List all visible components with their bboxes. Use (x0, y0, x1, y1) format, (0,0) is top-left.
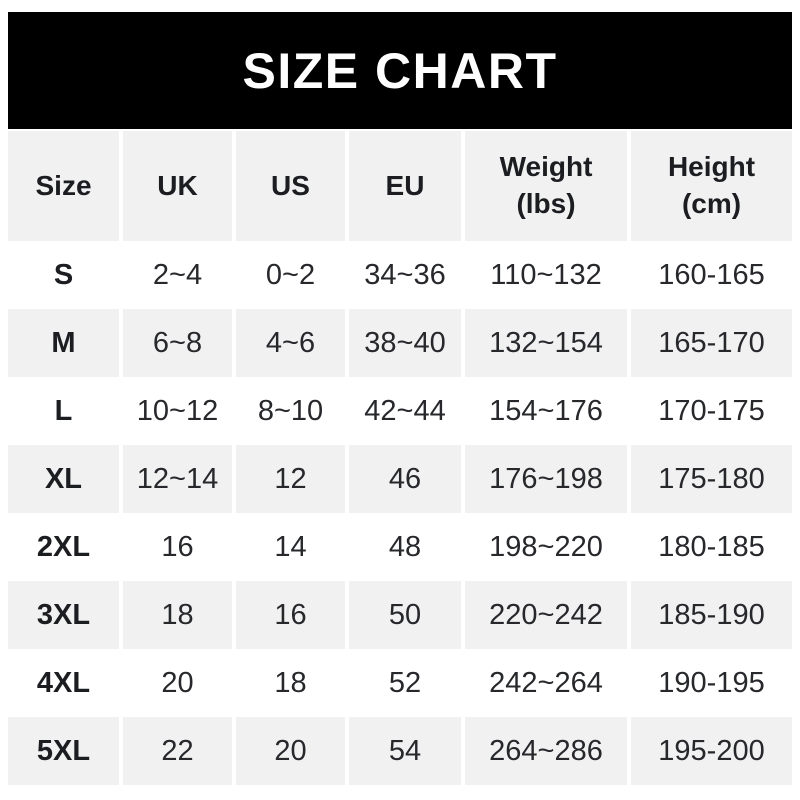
weight-cell: 198~220 (465, 513, 627, 581)
table-row-3xl: 3XL 18 16 50 220~242 185-190 (8, 581, 792, 649)
table-row-l: L 10~12 8~10 42~44 154~176 170-175 (8, 377, 792, 445)
eu-cell: 48 (349, 513, 461, 581)
column-header-label: Size (35, 169, 92, 201)
eu-cell: 38~40 (349, 309, 461, 377)
size-table: Size UK US EU Weight (lbs) Height (cm) S… (8, 131, 792, 785)
eu-cell: 50 (349, 581, 461, 649)
eu-cell: 52 (349, 649, 461, 717)
weight-cell: 242~264 (465, 649, 627, 717)
size-cell: XL (8, 445, 119, 513)
uk-cell: 16 (123, 513, 232, 581)
column-header-eu: EU (349, 131, 461, 241)
weight-cell: 132~154 (465, 309, 627, 377)
table-row-5xl: 5XL 22 20 54 264~286 195-200 (8, 717, 792, 785)
height-cell: 160-165 (631, 241, 792, 309)
page-title: SIZE CHART (242, 42, 558, 99)
size-cell: S (8, 241, 119, 309)
eu-cell: 42~44 (349, 377, 461, 445)
uk-cell: 20 (123, 649, 232, 717)
uk-cell: 18 (123, 581, 232, 649)
column-header-label: Height (667, 151, 756, 183)
uk-cell: 12~14 (123, 445, 232, 513)
column-header-label: US (271, 169, 310, 201)
uk-cell: 22 (123, 717, 232, 785)
column-header-size: Size (8, 131, 119, 241)
table-row-m: M 6~8 4~6 38~40 132~154 165-170 (8, 309, 792, 377)
table-header-row: Size UK US EU Weight (lbs) Height (cm) (8, 131, 792, 241)
column-header-sub-label: (cm) (681, 188, 742, 219)
column-header-height: Height (cm) (631, 131, 792, 241)
height-cell: 170-175 (631, 377, 792, 445)
column-header-label: UK (157, 169, 198, 201)
size-cell: 2XL (8, 513, 119, 581)
weight-cell: 220~242 (465, 581, 627, 649)
height-cell: 195-200 (631, 717, 792, 785)
us-cell: 8~10 (236, 377, 345, 445)
us-cell: 16 (236, 581, 345, 649)
size-cell: 3XL (8, 581, 119, 649)
eu-cell: 46 (349, 445, 461, 513)
size-cell: L (8, 377, 119, 445)
eu-cell: 54 (349, 717, 461, 785)
us-cell: 18 (236, 649, 345, 717)
size-cell: 4XL (8, 649, 119, 717)
us-cell: 12 (236, 445, 345, 513)
column-header-us: US (236, 131, 345, 241)
table-row-xl: XL 12~14 12 46 176~198 175-180 (8, 445, 792, 513)
size-chart-banner: SIZE CHART (8, 12, 792, 129)
uk-cell: 2~4 (123, 241, 232, 309)
height-cell: 180-185 (631, 513, 792, 581)
size-chart-page: SIZE CHART Size UK US EU Weight (lbs) He… (0, 12, 800, 800)
us-cell: 4~6 (236, 309, 345, 377)
us-cell: 0~2 (236, 241, 345, 309)
column-header-uk: UK (123, 131, 232, 241)
table-row-4xl: 4XL 20 18 52 242~264 190-195 (8, 649, 792, 717)
height-cell: 165-170 (631, 309, 792, 377)
eu-cell: 34~36 (349, 241, 461, 309)
height-cell: 185-190 (631, 581, 792, 649)
weight-cell: 110~132 (465, 241, 627, 309)
size-cell: M (8, 309, 119, 377)
column-header-label: Weight (499, 151, 593, 183)
us-cell: 20 (236, 717, 345, 785)
column-header-weight: Weight (lbs) (465, 131, 627, 241)
table-row-2xl: 2XL 16 14 48 198~220 180-185 (8, 513, 792, 581)
column-header-label: EU (385, 169, 425, 201)
weight-cell: 264~286 (465, 717, 627, 785)
weight-cell: 176~198 (465, 445, 627, 513)
table-row-s: S 2~4 0~2 34~36 110~132 160-165 (8, 241, 792, 309)
height-cell: 190-195 (631, 649, 792, 717)
size-cell: 5XL (8, 717, 119, 785)
weight-cell: 154~176 (465, 377, 627, 445)
height-cell: 175-180 (631, 445, 792, 513)
uk-cell: 6~8 (123, 309, 232, 377)
us-cell: 14 (236, 513, 345, 581)
column-header-sub-label: (lbs) (516, 188, 576, 219)
uk-cell: 10~12 (123, 377, 232, 445)
